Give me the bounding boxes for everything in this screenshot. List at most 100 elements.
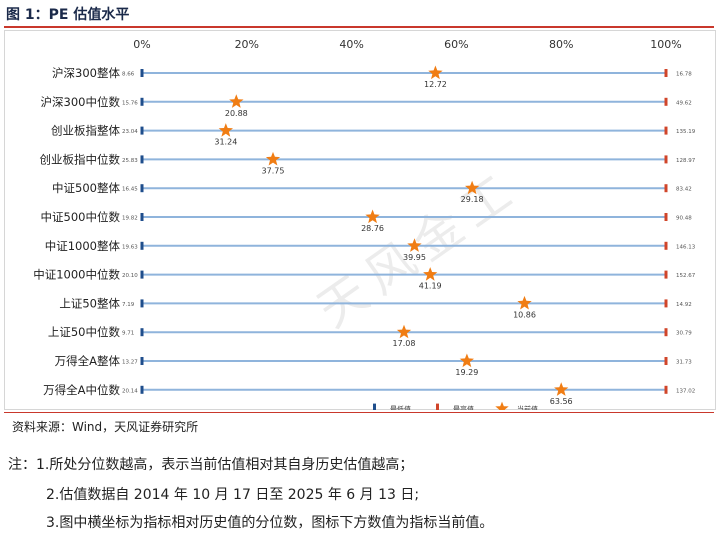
category-label: 中证500中位数 [41, 210, 121, 224]
category-label: 万得全A整体 [55, 354, 121, 368]
min-value-label: 15.76 [122, 100, 138, 106]
min-value-label: 7.19 [122, 302, 135, 308]
min-value-label: 19.63 [122, 244, 138, 250]
min-value-label: 25.83 [122, 158, 138, 164]
min-value-label: 20.14 [122, 388, 138, 394]
max-marker [664, 184, 668, 193]
min-value-label: 23.04 [122, 129, 138, 135]
min-marker [140, 385, 144, 394]
current-star [229, 94, 244, 108]
current-value-label: 19.29 [455, 368, 478, 377]
max-marker [664, 97, 668, 106]
category-label: 中证500整体 [52, 181, 120, 195]
category-label: 中证1000中位数 [33, 268, 120, 282]
max-marker [664, 299, 668, 308]
min-marker [140, 357, 144, 365]
min-value-label: 16.45 [122, 187, 138, 193]
min-marker [140, 155, 144, 164]
category-label: 上证50整体 [59, 296, 120, 310]
current-star [365, 209, 380, 224]
min-value-label: 8.66 [122, 72, 135, 78]
min-value-label: 13.27 [122, 360, 138, 366]
plot-frame [4, 30, 716, 410]
legend-star-swatch [495, 401, 509, 415]
max-marker [664, 385, 668, 394]
note-1: 注：1.所处分位数越高，表示当前估值相对其自身历史估值越高； [8, 457, 414, 473]
figure-title: 图 1：PE 估值水平 [6, 7, 130, 23]
current-star [465, 180, 480, 195]
min-marker [140, 213, 144, 221]
max-marker [664, 328, 668, 337]
max-value-label: 14.92 [676, 302, 692, 308]
current-star [265, 151, 281, 166]
x-tick-label: 100% [650, 38, 681, 51]
x-tick-label: 60% [444, 38, 468, 51]
x-tick-label: 40% [339, 38, 363, 51]
min-marker [140, 69, 144, 77]
legend-min-label: 最低值 [390, 405, 411, 410]
note-3: 3.图中横坐标为指标相对历史值的分位数，图标下方数值为指标当前值。 [46, 515, 494, 531]
category-label: 创业板指整体 [51, 124, 120, 138]
min-value-label: 19.82 [122, 216, 138, 222]
current-star [407, 238, 422, 252]
current-value-label: 17.08 [393, 339, 416, 348]
category-label: 万得全A中位数 [43, 383, 120, 397]
min-marker [140, 126, 144, 135]
max-marker [664, 155, 668, 164]
current-star [428, 65, 443, 80]
max-marker [664, 126, 668, 135]
max-value-label: 90.48 [676, 216, 692, 222]
category-label: 中证1000整体 [45, 239, 121, 253]
chart-canvas: 0% 20% 40% 60% 80% 100% 沪深300整体 8.66 16.78 12.72 沪… [4, 30, 716, 415]
max-value-label: 135.19 [676, 129, 696, 135]
category-label: 沪深300整体 [52, 66, 120, 80]
legend-max-swatch [436, 403, 439, 414]
min-value-label: 20.10 [122, 273, 138, 279]
current-value-label: 31.24 [214, 138, 237, 147]
current-value-label: 28.76 [361, 224, 384, 233]
current-value-label: 10.86 [513, 310, 536, 319]
source-text: 资料来源：Wind，天风证券研究所 [12, 420, 199, 434]
max-marker [664, 357, 668, 365]
max-value-label: 146.13 [676, 244, 696, 250]
legend-min-swatch [373, 403, 376, 414]
max-value-label: 30.79 [676, 331, 692, 337]
current-star [554, 382, 569, 396]
max-value-label: 49.62 [676, 100, 692, 106]
max-value-label: 128.97 [676, 158, 696, 164]
min-marker [140, 97, 144, 106]
x-tick-label: 80% [549, 38, 573, 51]
current-star [517, 295, 532, 310]
min-marker [140, 328, 144, 337]
max-value-label: 31.73 [676, 360, 692, 366]
max-marker [664, 213, 668, 221]
max-marker [664, 69, 668, 77]
category-label: 创业板指中位数 [40, 152, 121, 166]
x-tick-label: 0% [133, 38, 150, 51]
current-value-label: 29.18 [461, 195, 484, 204]
max-marker [664, 270, 668, 279]
current-value-label: 20.88 [225, 109, 248, 118]
note-2: 2.估值数据自 2014 年 10 月 17 日至 2025 年 6 月 13 … [46, 487, 420, 503]
max-value-label: 137.02 [676, 388, 695, 394]
max-value-label: 16.78 [676, 72, 692, 78]
current-value-label: 41.19 [419, 282, 442, 291]
current-star [423, 267, 438, 281]
category-label: 沪深300中位数 [41, 95, 121, 109]
current-value-label: 37.75 [262, 166, 285, 175]
min-marker [140, 270, 144, 279]
pe-valuation-chart: 0% 20% 40% 60% 80% 100% 沪深300整体 8.66 16.78 12.72 沪… [4, 30, 716, 415]
legend-current-label: 当前值 [517, 405, 538, 410]
current-star [396, 324, 412, 339]
current-star [218, 123, 233, 137]
source-rule [4, 412, 714, 413]
max-value-label: 152.67 [676, 273, 696, 279]
current-star [459, 353, 474, 368]
current-value-label: 39.95 [403, 253, 426, 262]
category-label: 上证50中位数 [48, 325, 121, 339]
title-rule [4, 26, 714, 28]
max-marker [664, 241, 668, 250]
x-tick-label: 20% [235, 38, 259, 51]
min-marker [140, 241, 144, 250]
min-marker [140, 184, 144, 193]
